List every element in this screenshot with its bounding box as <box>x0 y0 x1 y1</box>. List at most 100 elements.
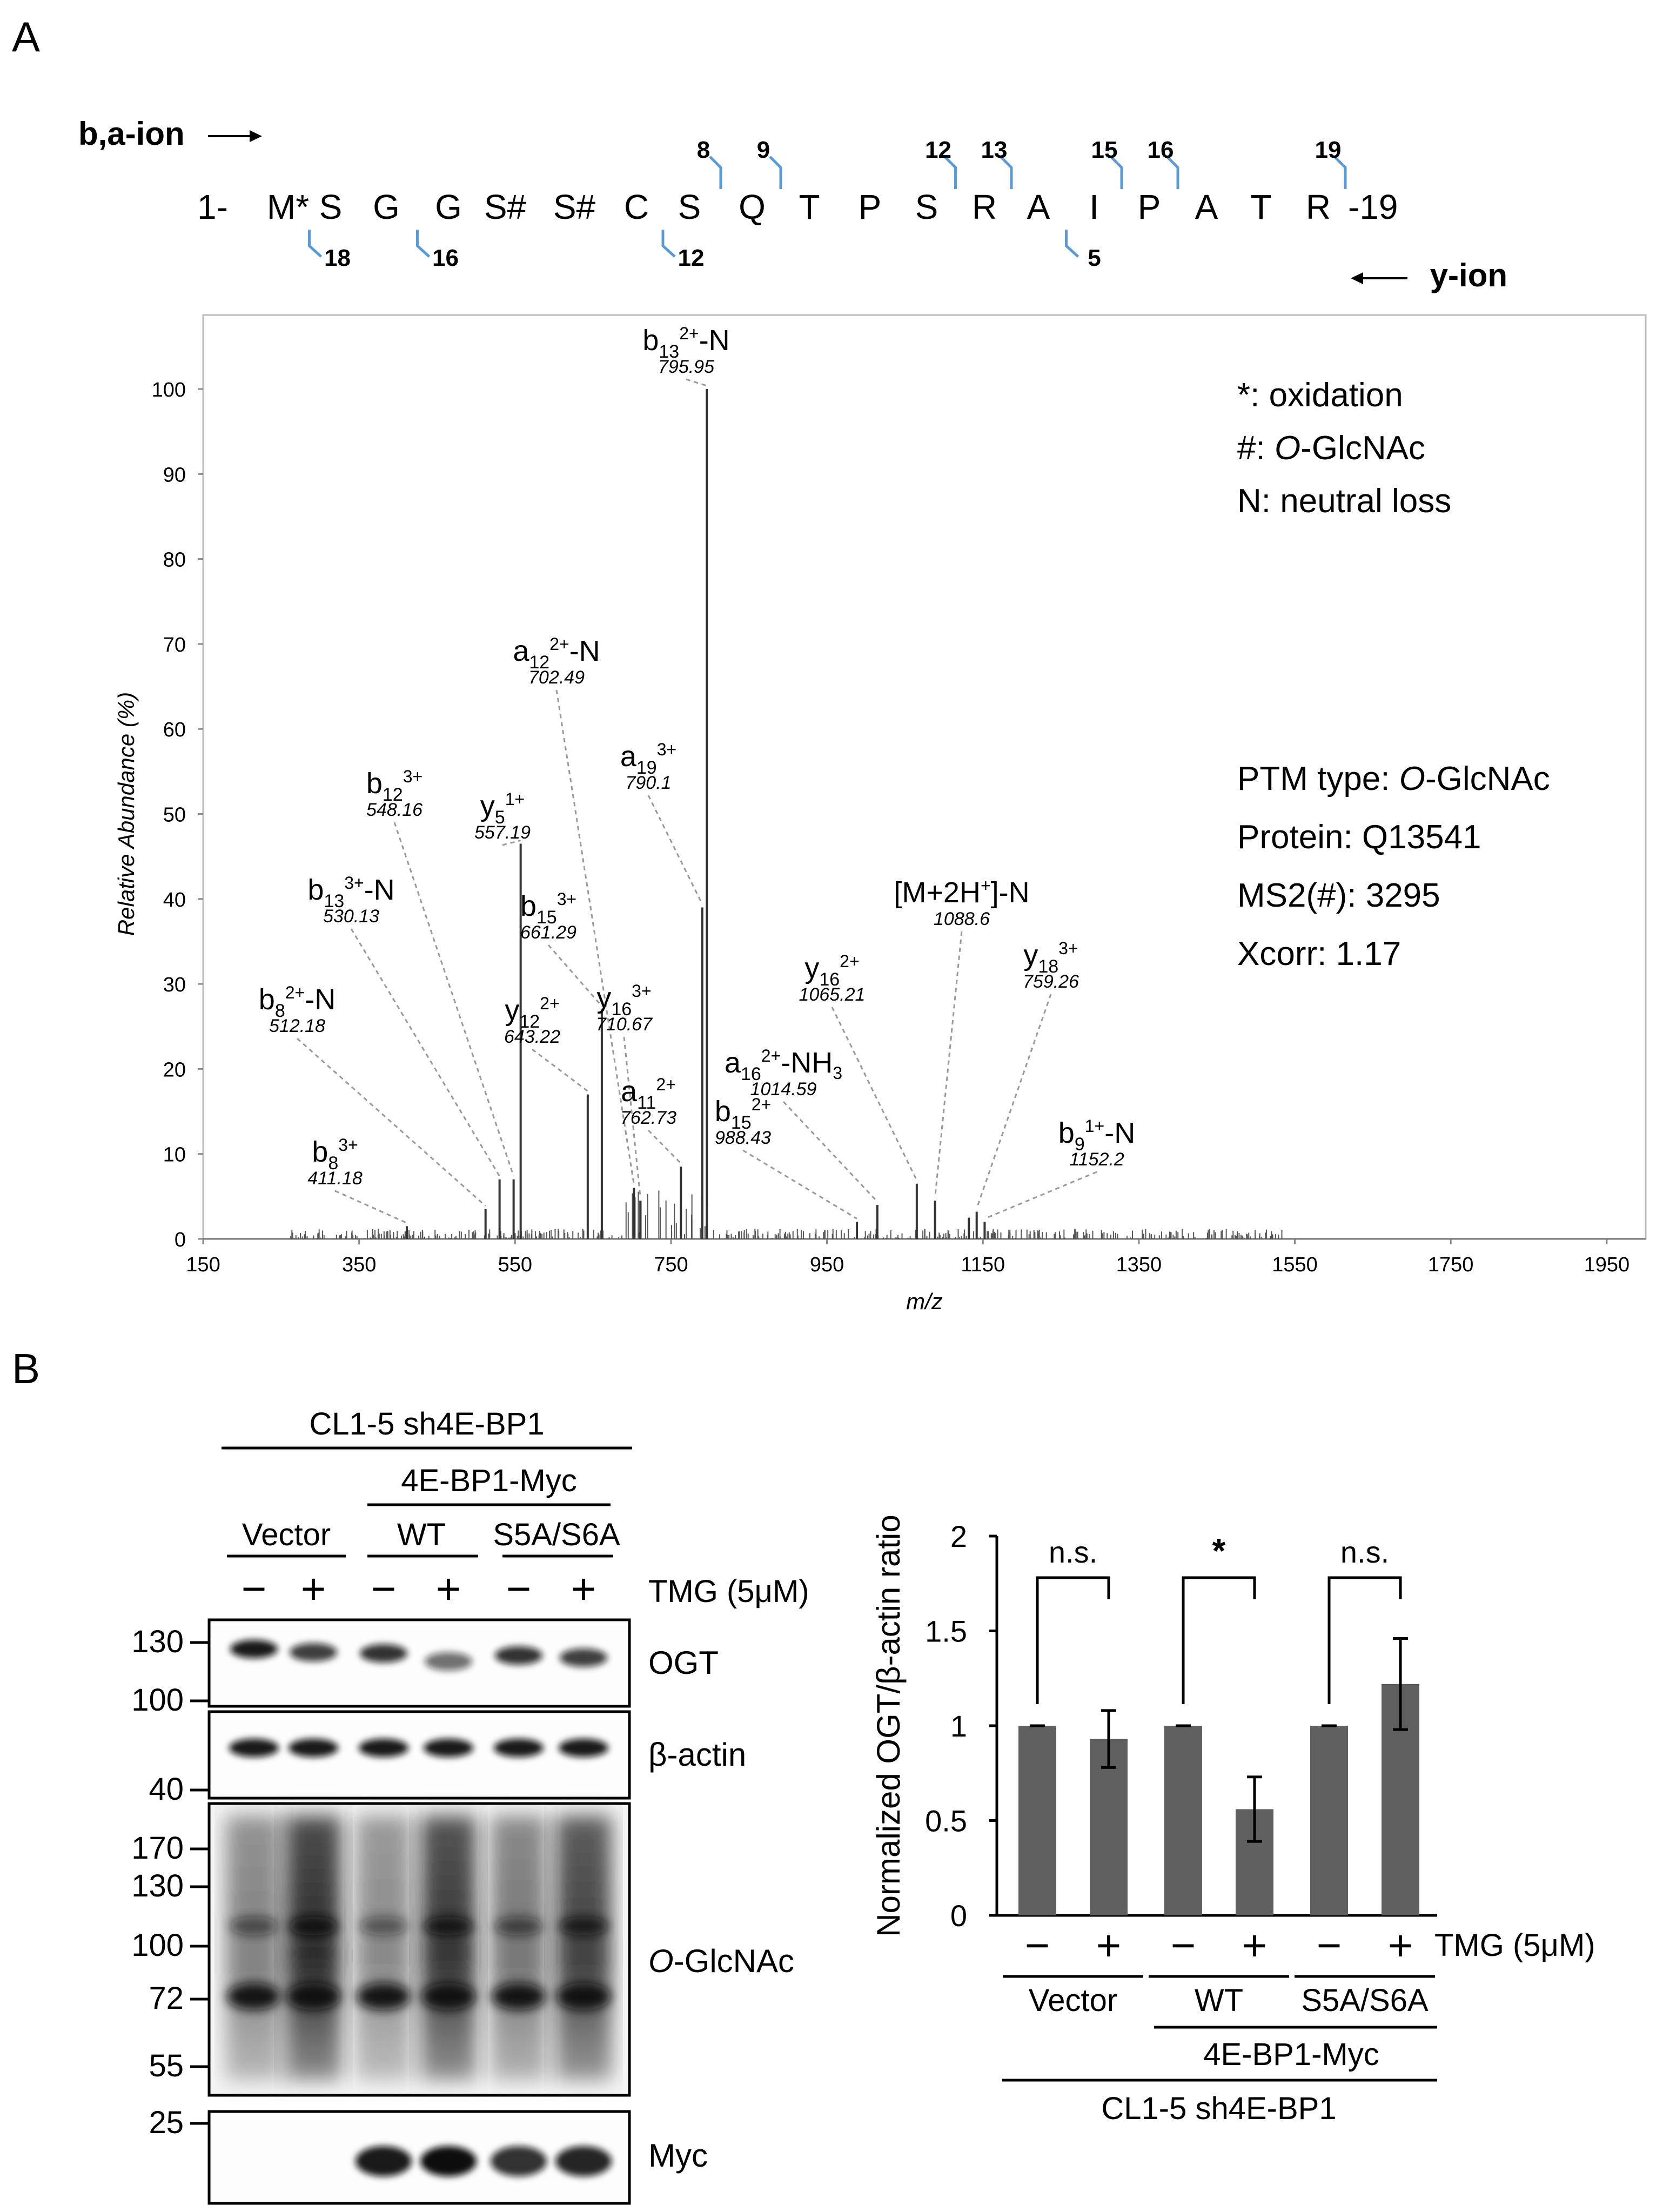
ion-leader <box>350 928 500 1177</box>
blot-treatment-sign: + <box>571 1565 596 1613</box>
residue-3: G <box>373 187 400 226</box>
residue-16: P <box>1138 187 1161 226</box>
bar-treatment-sign: + <box>1242 1921 1268 1969</box>
mw-marker-label: 100 <box>131 1683 184 1718</box>
b-break-label: 15 <box>1091 137 1118 163</box>
blot-treatment-sign: − <box>506 1565 532 1613</box>
blot-band <box>495 1646 542 1665</box>
b-break-mark <box>1000 156 1013 189</box>
ion-mz-label: 643.22 <box>504 1027 560 1047</box>
significance-label: * <box>1212 1531 1226 1570</box>
x-tick-label: 750 <box>654 1254 688 1276</box>
bar-treatment-sign: + <box>1388 1921 1413 1969</box>
bar-y-tick-label: 0 <box>950 1899 967 1933</box>
ion-leader <box>742 1149 857 1219</box>
residue-18: T <box>1250 187 1271 226</box>
ion-leader <box>297 1037 486 1207</box>
y-tick-label: 20 <box>163 1058 186 1081</box>
peptide-sequence: b,a-ion y-ion 1- -19 M* S G G S# S# C S Q T P S R A I P… <box>78 116 1507 293</box>
bar-treatment-sign: − <box>1025 1921 1050 1969</box>
mw-marker-label: 40 <box>149 1772 184 1807</box>
blot-actin-frame <box>207 1710 631 1800</box>
mw-marker-label: 130 <box>131 1868 184 1903</box>
bar-treatment-label: TMG (5μM) <box>1434 1928 1595 1963</box>
residue-7: C <box>624 187 649 226</box>
ion-mz-label: 1152.2 <box>1069 1149 1124 1170</box>
x-axis-title: m/z <box>906 1289 943 1314</box>
b-break-label: 13 <box>981 137 1008 163</box>
x-tick-label: 1550 <box>1272 1254 1318 1276</box>
ion-label: y122+ <box>505 994 559 1032</box>
bar-y-axis-title: Normalized OGT/β-actin ratio <box>870 1514 907 1936</box>
bar-y-tick-label: 2 <box>950 1519 967 1553</box>
b-break-label: 8 <box>697 137 710 163</box>
ion-leader <box>976 994 1052 1209</box>
y-break-mark <box>661 230 676 258</box>
b-break-label: 19 <box>1315 137 1342 163</box>
b-break-mark <box>943 156 957 189</box>
ptm-protein: Protein: Q13541 <box>1237 819 1481 856</box>
y-tick-label: 90 <box>163 464 186 486</box>
y-break-label: 18 <box>324 245 351 271</box>
blot-band <box>494 1739 544 1757</box>
ion-leader <box>831 1007 918 1181</box>
blot-myc-label: 4E-BP1-Myc <box>401 1463 577 1498</box>
residue-8: S <box>678 187 701 226</box>
ion-label: a162+-NH3 <box>725 1046 842 1084</box>
mw-marker-label: 72 <box>149 1981 184 2016</box>
residue-1: M* <box>267 187 309 226</box>
ion-label: a193+ <box>620 740 676 778</box>
bar-myc-label: 4E-BP1-Myc <box>1203 2037 1379 2072</box>
x-tick-label: 1750 <box>1428 1254 1474 1276</box>
bar <box>1018 1726 1056 1915</box>
ion-leader <box>393 822 515 1177</box>
ion-mz-label: 512.18 <box>269 1016 325 1036</box>
b-break-label: 9 <box>757 137 770 163</box>
ion-mz-label: 411.18 <box>307 1168 363 1189</box>
ion-label: b152+ <box>715 1095 771 1133</box>
ion-mz-label: 988.43 <box>715 1128 771 1148</box>
y-tick-label: 70 <box>163 634 186 656</box>
residue-11: P <box>859 187 882 226</box>
y-break-mark <box>416 230 431 258</box>
blot-smear <box>226 1815 282 2080</box>
blot-cell-label: CL1-5 sh4E-BP1 <box>309 1406 544 1442</box>
y-axis-title: Relative Abundance (%) <box>113 692 139 936</box>
ion-label: y162+ <box>804 951 859 990</box>
ion-leader <box>782 1101 878 1203</box>
blot-band <box>356 2146 412 2176</box>
ion-label: y163+ <box>596 981 651 1020</box>
legend-neutral-loss: N: neutral loss <box>1237 482 1451 520</box>
residue-10: T <box>799 187 820 226</box>
b-break-label: 12 <box>925 137 951 163</box>
significance-bracket <box>1327 1576 1402 1704</box>
blot-band <box>359 1739 408 1757</box>
y-tick-label: 60 <box>163 719 186 741</box>
x-tick-label: 350 <box>342 1254 376 1276</box>
mw-marker-label: 130 <box>131 1624 184 1659</box>
ion-mz-label: 702.49 <box>528 667 585 688</box>
ion-label: y51+ <box>480 789 525 828</box>
ion-mz-label: 762.73 <box>620 1108 676 1128</box>
blot-smear <box>356 1815 412 2080</box>
blot-header: CL1-5 sh4E-BP1 4E-BP1-Myc Vector WT S5A/… <box>222 1406 809 1613</box>
ion-leader <box>555 689 635 1185</box>
bar-y-tick-label: 1 <box>950 1709 967 1743</box>
residue-17: A <box>1195 187 1218 226</box>
b-break-mark <box>709 156 722 189</box>
ion-label: y183+ <box>1023 939 1078 977</box>
blot-treatment-label: TMG (5μM) <box>648 1574 809 1609</box>
y-tick-label: 30 <box>163 974 186 996</box>
blot-treatment-sign: − <box>242 1565 267 1613</box>
ion-leader <box>934 931 963 1198</box>
residue-15: I <box>1089 187 1099 226</box>
blot-band <box>227 1983 281 2010</box>
ion-mz-label: 759.26 <box>1023 971 1079 992</box>
residue-13: R <box>972 187 997 226</box>
ion-mz-label: 548.16 <box>366 800 423 820</box>
significance-label: n.s. <box>1049 1535 1097 1569</box>
y-break-label: 12 <box>678 245 705 271</box>
ion-leader <box>547 944 603 1007</box>
blot-band <box>290 1643 337 1661</box>
